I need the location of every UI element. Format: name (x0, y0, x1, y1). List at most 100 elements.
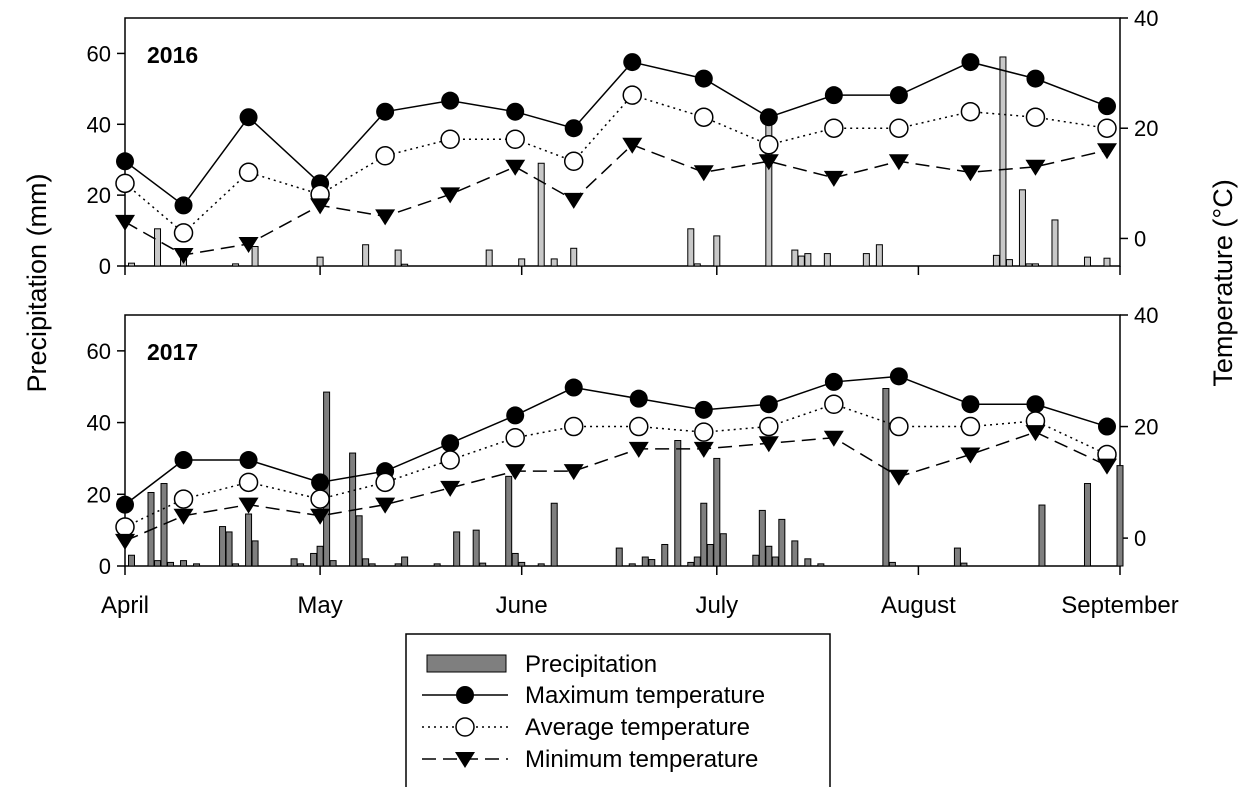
marker-min-temp-2016-3 (310, 198, 331, 215)
precip-bar-2017-50 (791, 540, 799, 567)
precip-bar-2017-24 (433, 563, 441, 567)
marker-max-temp-2016-15 (1097, 97, 1116, 116)
marker-max-temp-2017-8 (629, 389, 648, 408)
precip-bar-2016-15 (693, 263, 701, 267)
month-label-june: June (496, 592, 548, 619)
marker-avg-temp-2017-11 (824, 394, 844, 414)
marker-max-temp-2016-14 (1026, 69, 1045, 88)
precip-bar-2017-58 (1083, 483, 1091, 567)
marker-avg-temp-2016-5 (440, 129, 460, 149)
precip-bar-2017-37 (661, 543, 669, 567)
legend-frame (405, 633, 831, 787)
precip-bar-2016-7 (394, 249, 402, 267)
marker-avg-temp-2017-13 (960, 416, 981, 437)
plot-frame-2016 (124, 17, 1121, 267)
marker-avg-temp-2016-15 (1097, 118, 1117, 138)
precip-bar-2017-39 (687, 561, 695, 567)
legend-max-marker (456, 686, 474, 704)
right-tick-label-2016-40: 40 (1134, 6, 1158, 31)
precip-bar-2017-57 (1038, 504, 1046, 567)
marker-min-temp-2016-4 (375, 209, 396, 226)
marker-max-temp-2017-12 (889, 367, 908, 386)
right-tick-label-2016-0: 0 (1134, 226, 1146, 251)
precip-bar-2017-36 (648, 559, 656, 567)
left-tick-label-2017-40: 40 (87, 411, 111, 436)
precip-bar-2016-8 (401, 263, 409, 267)
line-min-temp-2016 (124, 143, 1108, 256)
precip-bar-2017-40 (693, 556, 701, 567)
precip-bar-2016-27 (1018, 189, 1026, 267)
marker-min-temp-2017-15 (1096, 458, 1117, 475)
marker-min-temp-2016-2 (238, 236, 259, 253)
precip-bar-2017-46 (758, 509, 766, 567)
precip-bar-2017-14 (310, 552, 318, 567)
marker-avg-temp-2017-10 (759, 416, 779, 437)
marker-avg-temp-2017-2 (238, 472, 259, 493)
precip-bar-2017-53 (882, 388, 890, 567)
precip-bar-2016-19 (797, 255, 805, 267)
marker-max-temp-2016-2 (239, 108, 258, 127)
marker-avg-temp-2016-14 (1025, 107, 1046, 127)
left-tick-label-2016-60: 60 (87, 41, 111, 66)
marker-avg-temp-2017-6 (505, 427, 525, 448)
precip-bar-2017-34 (628, 563, 636, 567)
precip-bar-2016-29 (1031, 263, 1039, 267)
precip-bar-2016-16 (713, 235, 721, 267)
marker-min-temp-2017-3 (310, 508, 331, 525)
month-label-august: August (881, 592, 956, 619)
marker-avg-temp-2016-1 (173, 223, 194, 243)
panel-year-label-2017: 2017 (147, 339, 198, 365)
marker-avg-temp-2016-13 (960, 101, 981, 122)
precip-bar-2016-9 (485, 249, 493, 267)
marker-max-temp-2017-1 (174, 451, 193, 470)
marker-min-temp-2016-6 (505, 159, 526, 176)
legend-precip-swatch (426, 654, 507, 673)
precip-bar-2017-30 (518, 561, 526, 567)
precip-bar-2017-5 (180, 560, 188, 567)
precip-bar-2016-18 (791, 249, 799, 267)
precip-bar-2016-21 (823, 253, 831, 267)
precip-bar-2017-6 (193, 563, 201, 567)
precip-bar-2017-55 (953, 547, 961, 567)
marker-min-temp-2016-5 (440, 187, 461, 204)
precip-bar-2017-23 (401, 556, 409, 567)
marker-max-temp-2017-9 (694, 400, 713, 419)
precip-bar-2016-12 (550, 258, 558, 267)
marker-avg-temp-2016-11 (824, 118, 844, 138)
precip-bar-2016-13 (570, 247, 578, 267)
month-label-september: September (1061, 592, 1178, 619)
precip-bar-2017-28 (505, 475, 513, 567)
marker-avg-temp-2017-8 (629, 416, 649, 437)
precip-bar-2017-43 (713, 457, 721, 567)
marker-avg-temp-2016-7 (563, 151, 584, 172)
marker-max-temp-2016-11 (824, 86, 843, 105)
precip-bar-2016-5 (316, 256, 324, 267)
marker-min-temp-2017-11 (823, 430, 844, 447)
legend-avg-label: Average temperature (525, 714, 750, 741)
precip-bar-2017-13 (297, 563, 305, 567)
precip-bar-2016-14 (687, 228, 695, 267)
panel-2016: 0 20 40 60 0 20 40 2016 (87, 6, 1159, 279)
precip-bar-2016-26 (1005, 259, 1013, 267)
precip-bar-2017-15 (316, 545, 324, 567)
precip-bar-2017-54 (888, 561, 896, 567)
precip-bar-2016-4 (251, 246, 259, 267)
marker-avg-temp-2016-12 (889, 118, 909, 138)
marker-min-temp-2017-12 (888, 469, 909, 486)
precip-bar-2016-25 (999, 56, 1007, 267)
marker-max-temp-2017-3 (311, 473, 330, 492)
legend-min-label: Minimum temperature (525, 746, 758, 773)
legend-avg-marker (455, 717, 475, 737)
marker-avg-temp-2016-8 (622, 85, 643, 105)
panel-year-label-2016: 2016 (147, 42, 198, 68)
precip-bar-2017-33 (615, 547, 623, 567)
marker-min-temp-2016-9 (693, 165, 714, 182)
marker-min-temp-2016-1 (173, 247, 194, 264)
precip-bar-2016-1 (154, 228, 162, 267)
marker-max-temp-2016-10 (759, 108, 778, 127)
marker-avg-temp-2017-3 (310, 489, 330, 509)
line-avg-temp-2017 (124, 403, 1108, 528)
precip-bar-2017-59 (1116, 465, 1124, 567)
marker-max-temp-2017-7 (564, 378, 583, 397)
